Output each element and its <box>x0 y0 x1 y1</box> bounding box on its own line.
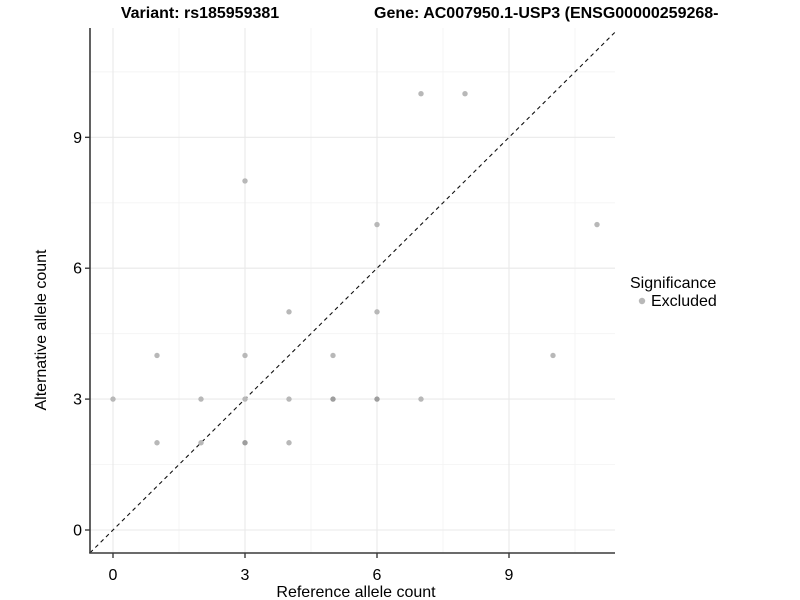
data-point <box>374 221 380 228</box>
y-tick-label: 9 <box>73 130 82 147</box>
data-point <box>594 221 600 228</box>
plot-title-variant: Variant: rs185959381 <box>120 5 280 22</box>
y-axis-label: Alternative allele count <box>33 249 50 411</box>
x-tick-label: 9 <box>505 567 514 584</box>
data-point <box>242 440 248 446</box>
x-tick-label: 0 <box>109 567 118 584</box>
y-tick-label: 0 <box>73 523 82 540</box>
data-point <box>286 309 292 315</box>
data-point <box>374 309 380 315</box>
axis-lines <box>89 28 615 554</box>
data-point <box>462 91 468 97</box>
data-point <box>242 396 248 402</box>
data-point <box>418 91 424 97</box>
legend-item-label: Excluded <box>651 293 717 310</box>
data-point <box>242 178 248 184</box>
data-point <box>418 396 424 402</box>
gridlines-minor <box>90 28 615 553</box>
data-point <box>330 396 336 402</box>
data-point <box>286 396 292 402</box>
gridlines-major <box>90 28 615 553</box>
legend-key-dot <box>638 297 646 305</box>
x-axis-label: Reference allele count <box>276 584 436 600</box>
data-point <box>242 352 248 359</box>
data-point <box>286 440 292 446</box>
data-point <box>110 396 116 402</box>
tick-labels: 0 3 6 9 0 3 6 9 <box>73 130 513 584</box>
legend: Significance Excluded <box>630 275 717 310</box>
data-point <box>198 440 204 446</box>
data-points <box>110 91 600 446</box>
data-point <box>374 396 380 402</box>
identity-line <box>89 31 616 554</box>
y-tick-label: 3 <box>73 392 82 409</box>
x-tick-label: 6 <box>373 567 382 584</box>
legend-title: Significance <box>630 275 716 292</box>
x-tick-label: 3 <box>241 567 250 584</box>
data-point <box>550 352 556 359</box>
data-point <box>154 440 160 446</box>
data-point <box>198 396 204 402</box>
y-tick-label: 6 <box>73 261 82 278</box>
plot-title-gene: Gene: AC007950.1-USP3 (ENSG00000259268- <box>374 5 719 22</box>
data-point <box>154 352 160 359</box>
data-point <box>330 352 336 359</box>
tick-marks <box>85 136 510 558</box>
